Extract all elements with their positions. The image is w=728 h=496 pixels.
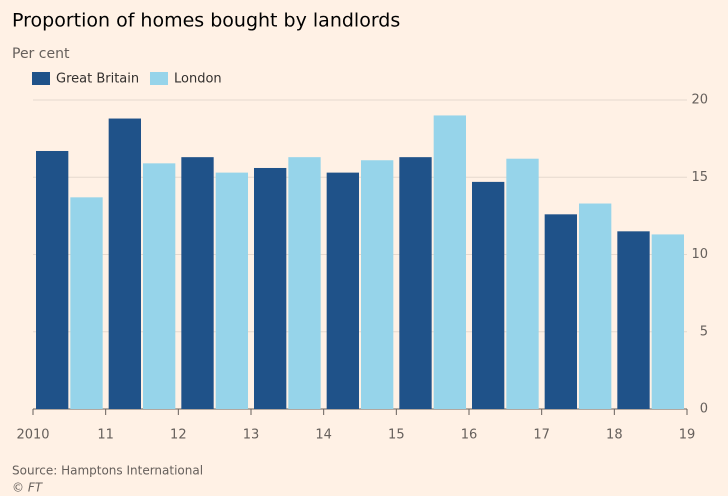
legend-label: London bbox=[174, 72, 222, 87]
bar bbox=[254, 167, 287, 409]
bar bbox=[399, 157, 432, 409]
x-tick-label: 11 bbox=[97, 428, 114, 443]
x-tick-label: 19 bbox=[679, 428, 696, 443]
x-tick-label: 16 bbox=[461, 428, 478, 443]
x-tick-label: 12 bbox=[170, 428, 187, 443]
source: Source: Hamptons International bbox=[12, 464, 203, 478]
bar bbox=[433, 115, 466, 409]
bar bbox=[36, 150, 69, 410]
bar bbox=[70, 197, 103, 409]
x-tick-label: 17 bbox=[533, 428, 550, 443]
y-tick-label: 15 bbox=[691, 170, 708, 185]
bar bbox=[288, 157, 321, 409]
bar bbox=[472, 181, 505, 409]
bar bbox=[361, 160, 394, 409]
y-tick-label: 5 bbox=[700, 324, 708, 339]
x-tick-label: 2010 bbox=[16, 428, 49, 443]
bar bbox=[108, 118, 141, 409]
bar bbox=[544, 214, 577, 409]
legend-swatch bbox=[32, 72, 50, 85]
bar bbox=[215, 172, 248, 409]
y-tick-label: 20 bbox=[691, 93, 708, 108]
x-tick-label: 14 bbox=[315, 428, 332, 443]
bar bbox=[506, 158, 539, 409]
bar bbox=[617, 231, 650, 409]
bar bbox=[326, 172, 359, 409]
chart-title: Proportion of homes bought by landlords bbox=[12, 10, 400, 32]
bar bbox=[143, 163, 176, 409]
credit: © FT bbox=[12, 481, 44, 495]
bar bbox=[181, 157, 214, 409]
x-tick-label: 18 bbox=[606, 428, 623, 443]
y-tick-label: 10 bbox=[691, 247, 708, 262]
legend-label: Great Britain bbox=[56, 72, 139, 87]
x-tick-label: 13 bbox=[243, 428, 260, 443]
y-tick-label: 0 bbox=[700, 402, 708, 417]
subtitle: Per cent bbox=[12, 46, 70, 62]
x-tick-label: 15 bbox=[388, 428, 405, 443]
bar bbox=[579, 203, 612, 409]
legend-swatch bbox=[150, 72, 168, 85]
bar bbox=[651, 234, 684, 409]
